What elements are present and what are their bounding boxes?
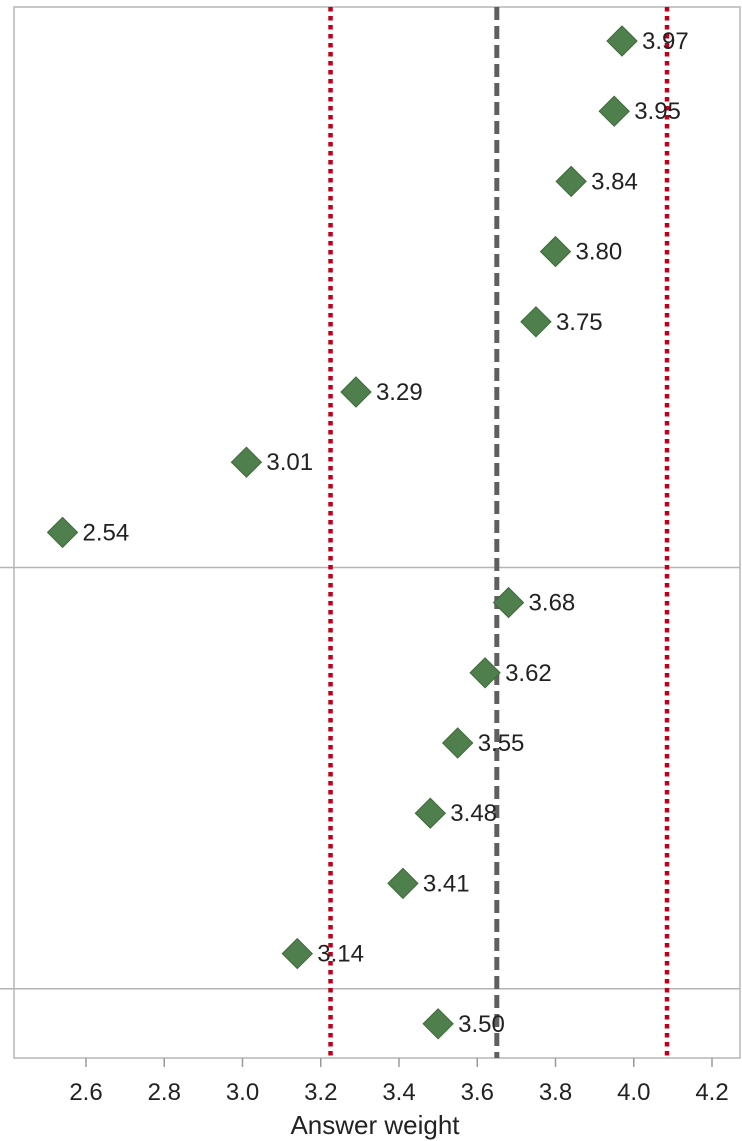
data-point <box>281 937 313 970</box>
x-axis: 2.6 2.8 3.0 3.2 3.4 3.6 3.8 4.0 4.2 <box>69 1058 729 1106</box>
data-label: 3.62 <box>505 660 552 687</box>
plot-border <box>13 6 741 1059</box>
x-tick-label: 4.0 <box>617 1079 650 1106</box>
data-point <box>230 446 263 478</box>
data-point <box>46 516 79 549</box>
data-label: 3.48 <box>450 800 497 827</box>
x-tick-label: 3.6 <box>461 1079 494 1106</box>
x-tick-label: 2.8 <box>148 1079 181 1106</box>
x-tick-label: 2.6 <box>69 1079 102 1106</box>
data-point <box>520 306 552 338</box>
data-label: 3.29 <box>376 379 423 406</box>
data-label: 3.01 <box>266 449 313 476</box>
reference-lines <box>328 7 670 1058</box>
x-tick-label: 3.4 <box>382 1079 415 1106</box>
data-point <box>340 376 372 408</box>
data-point <box>414 797 447 829</box>
data-label: 3.75 <box>556 309 603 336</box>
plot-frame <box>0 6 741 1059</box>
data-label: 3.55 <box>478 730 525 757</box>
data-label: 3.68 <box>529 590 576 617</box>
data-point <box>492 586 525 619</box>
data-label: 3.14 <box>317 941 364 968</box>
x-tick-label: 3.0 <box>226 1079 259 1106</box>
data-point <box>387 867 419 900</box>
data-point <box>539 235 572 268</box>
data-point <box>606 25 638 57</box>
data-label: 3.84 <box>591 168 638 195</box>
x-tick-label: 4.2 <box>695 1079 728 1106</box>
data-points: 3.97 3.95 3.84 3.80 3.75 3.29 3.01 2.54 3.68 3.62… <box>46 25 689 1040</box>
data-point <box>469 657 501 689</box>
data-label: 3.95 <box>634 98 681 125</box>
data-label: 3.80 <box>576 239 623 266</box>
x-axis-title: Answer weight <box>290 1110 460 1140</box>
data-point <box>598 95 630 127</box>
x-tick-label: 3.8 <box>539 1079 572 1106</box>
data-label: 2.54 <box>83 519 130 546</box>
data-label: 3.41 <box>423 870 470 897</box>
data-point <box>422 1008 454 1040</box>
data-point <box>441 727 474 759</box>
data-label: 3.50 <box>458 1011 505 1038</box>
x-tick-label: 3.2 <box>304 1079 337 1106</box>
data-label: 3.97 <box>642 28 689 55</box>
data-point <box>555 165 587 198</box>
